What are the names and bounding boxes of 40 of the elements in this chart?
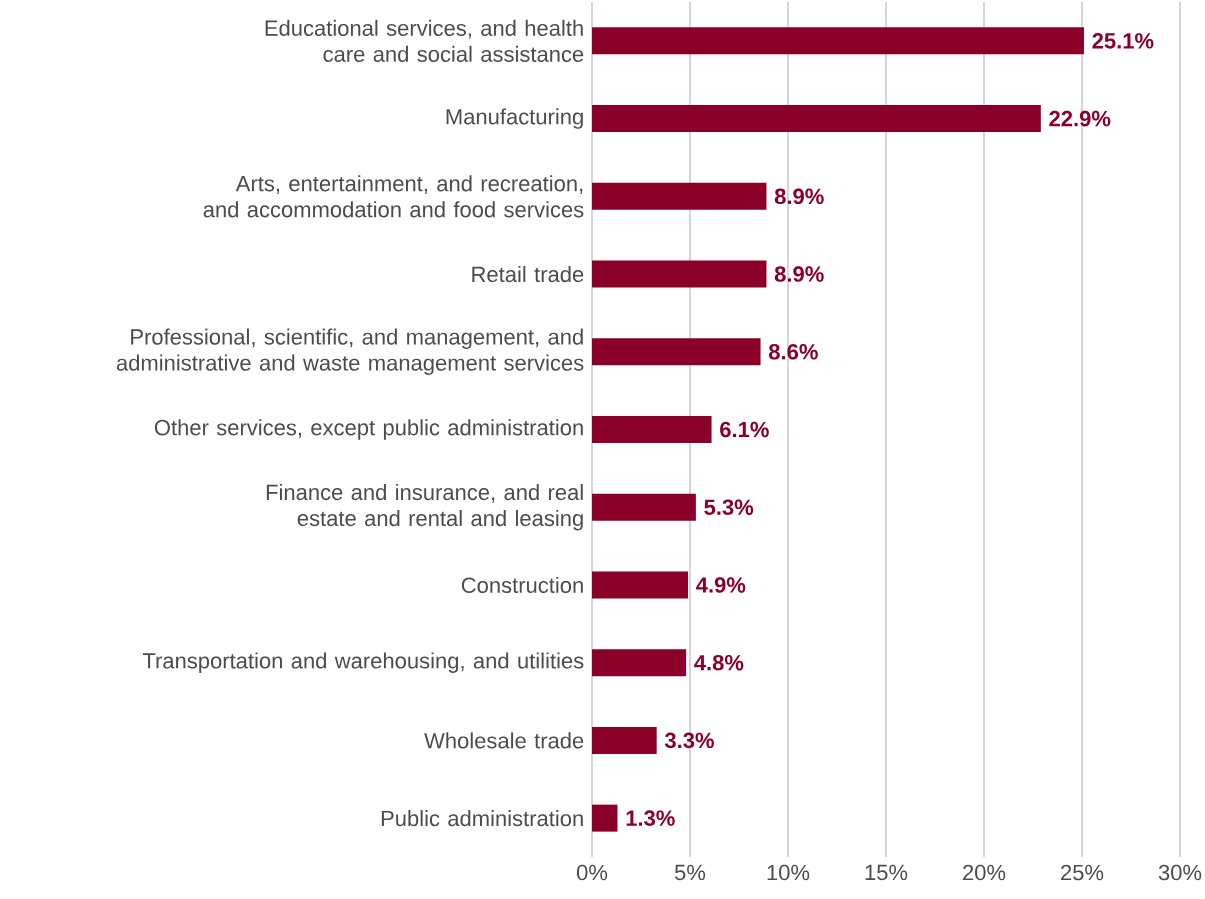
data-label: 25.1% bbox=[1092, 33, 1154, 49]
y-tick-label: Other services, except public administration bbox=[154, 419, 583, 440]
data-label: 8.9% bbox=[774, 188, 824, 205]
data-label: 8.6% bbox=[768, 344, 818, 360]
bar bbox=[592, 726, 657, 754]
x-tick-label: 5% bbox=[674, 864, 706, 881]
bar bbox=[592, 571, 689, 599]
data-label: 5.3% bbox=[704, 499, 754, 516]
y-tick-label: Retail trade bbox=[472, 265, 584, 283]
y-tick-label: Professional, scientific, and management, and administrative and waste management services bbox=[116, 328, 584, 376]
data-label: 4.9% bbox=[696, 577, 746, 593]
y-tick-label: Public administration bbox=[381, 810, 583, 827]
x-tick-label: 15% bbox=[865, 864, 908, 881]
data-label: 1.3% bbox=[626, 810, 675, 826]
y-tick-label: Finance and insurance, and real estate and rental and leasing bbox=[266, 483, 583, 531]
x-tick-label: 20% bbox=[963, 864, 1006, 881]
bar bbox=[592, 338, 761, 366]
data-label: 3.3% bbox=[664, 732, 714, 749]
data-label: 22.9% bbox=[1049, 110, 1111, 127]
bar bbox=[592, 105, 1041, 133]
y-tick-label: Educational services, and health care and social assistance bbox=[265, 19, 584, 62]
data-label: 6.1% bbox=[720, 421, 769, 438]
x-tick-label: 0% bbox=[576, 864, 608, 881]
y-tick-label: Manufacturing bbox=[446, 108, 583, 129]
data-label: 4.8% bbox=[694, 654, 744, 671]
y-tick-label: Arts, entertainment, and recreation, and accommodation and food services bbox=[203, 175, 584, 218]
x-tick-label: 10% bbox=[767, 864, 810, 881]
x-tick-label: 30% bbox=[1158, 864, 1202, 881]
y-tick-label: Construction bbox=[461, 576, 583, 594]
data-label: 8.9% bbox=[774, 266, 824, 282]
bar bbox=[592, 804, 618, 832]
y-tick-label: Transportation and warehousing, and utilities bbox=[142, 652, 584, 673]
bar bbox=[592, 182, 767, 210]
x-tick-label: 25% bbox=[1061, 864, 1104, 881]
bar bbox=[592, 493, 696, 521]
y-tick-label: Wholesale trade bbox=[424, 732, 584, 749]
bar bbox=[592, 27, 1084, 55]
bar bbox=[592, 649, 687, 677]
bar bbox=[592, 416, 712, 443]
bar bbox=[592, 260, 767, 288]
